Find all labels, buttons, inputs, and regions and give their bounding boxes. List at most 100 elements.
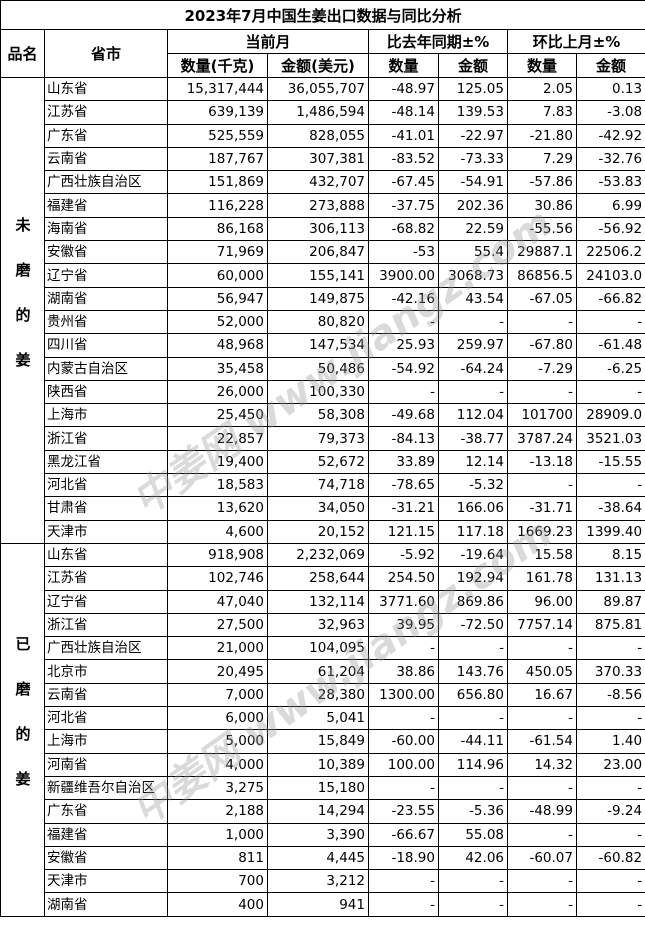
amount-usd-cell: 34,050 xyxy=(267,496,369,521)
yoy-amount-cell: -5.36 xyxy=(438,799,508,824)
table-row: 江苏省 639,139 1,486,594 -48.14 139.53 7.83 -3.08 xyxy=(1,100,645,125)
amount-usd-cell: 1,486,594 xyxy=(267,100,369,125)
qty-kg-cell: 35,458 xyxy=(167,356,268,381)
ginger-export-table: 2023年7月中国生姜出口数据与同比分析 品名 省市 当前月 比去年同期±% 环… xyxy=(0,0,645,917)
mom-qty-cell: 161.78 xyxy=(507,566,577,591)
amount-usd-cell: 432,707 xyxy=(267,170,369,195)
header-yoy: 比去年同期±% xyxy=(368,29,508,54)
yoy-amount-cell: 192.94 xyxy=(438,566,508,591)
amount-usd-cell: 36,055,707 xyxy=(267,76,369,102)
amount-usd-cell: 2,232,069 xyxy=(267,542,369,568)
province-cell: 贵州省 xyxy=(44,309,168,335)
amount-usd-cell: 3,390 xyxy=(267,822,369,847)
amount-usd-cell: 28,380 xyxy=(267,682,369,708)
mom-qty-cell: 16.67 xyxy=(507,682,577,708)
yoy-qty-cell: - xyxy=(368,379,439,405)
qty-kg-cell: 20,495 xyxy=(167,659,268,684)
mom-amount-cell: - xyxy=(575,309,645,335)
yoy-amount-cell: 166.06 xyxy=(438,496,508,521)
mom-amount-cell: 28909.0 xyxy=(575,403,645,428)
mom-amount-cell: -61.48 xyxy=(575,333,645,358)
yoy-qty-cell: 100.00 xyxy=(368,752,439,777)
mom-amount-cell: 0.13 xyxy=(575,76,645,102)
table-title: 2023年7月中国生姜出口数据与同比分析 xyxy=(0,0,645,30)
table-row: 广西壮族自治区 151,869 432,707 -67.45 -54.91 -57.86-… xyxy=(1,170,645,195)
mom-qty-cell: - xyxy=(507,473,577,498)
category-cell: 已磨的姜 xyxy=(0,542,45,917)
qty-kg-cell: 4,600 xyxy=(167,519,268,544)
yoy-amount-cell: - xyxy=(438,869,508,894)
province-cell: 广东省 xyxy=(44,123,168,148)
table-row: 河南省 4,000 10,389 100.00 114.96 14.32 23.00 xyxy=(1,752,645,777)
yoy-amount-cell: -64.24 xyxy=(438,356,508,381)
mom-qty-cell: - xyxy=(507,869,577,894)
province-cell: 山东省 xyxy=(44,542,168,568)
mom-qty-cell: 30.86 xyxy=(507,193,577,218)
province-cell: 新疆维吾尔自治区 xyxy=(44,775,168,801)
table-row: 广东省 2,188 14,294 -23.55 -5.36 -48.99 -9.24 xyxy=(1,799,645,824)
amount-usd-cell: 52,672 xyxy=(267,449,369,475)
yoy-qty-cell: -41.01 xyxy=(368,123,439,148)
table-row: 上海市 5,000 15,849 -60.00 -44.11 -61.54 1.40 xyxy=(1,729,645,754)
yoy-qty-cell: -48.97 xyxy=(368,76,439,102)
mom-qty-cell: -55.56 xyxy=(507,216,577,242)
province-cell: 海南省 xyxy=(44,216,168,242)
table-row: 甘肃省 13,620 34,050 -31.21 166.06 -31.71 -38.64 xyxy=(1,496,645,521)
yoy-amount-cell: -54.91 xyxy=(438,170,508,195)
mom-qty-cell: -67.80 xyxy=(507,333,577,358)
mom-qty-cell: -61.54 xyxy=(507,729,577,754)
yoy-amount-cell: 55.08 xyxy=(438,822,508,847)
mom-qty-cell: 96.00 xyxy=(507,589,577,614)
mom-qty-cell: - xyxy=(507,706,577,731)
yoy-amount-cell: -38.77 xyxy=(438,426,508,451)
province-cell: 陕西省 xyxy=(44,379,168,405)
qty-kg-cell: 19,400 xyxy=(167,449,268,475)
yoy-amount-cell: 55.4 xyxy=(438,240,508,265)
mom-amount-cell: - xyxy=(575,822,645,847)
mom-qty-cell: -31.71 xyxy=(507,496,577,521)
yoy-qty-cell: -37.75 xyxy=(368,193,439,218)
mom-qty-cell: -57.86 xyxy=(507,170,577,195)
amount-usd-cell: 61,204 xyxy=(267,659,369,684)
province-cell: 江苏省 xyxy=(44,566,168,591)
province-cell: 北京市 xyxy=(44,659,168,684)
yoy-qty-cell: - xyxy=(368,706,439,731)
table-row: 新疆维吾尔自治区 3,275 15,180- - - - xyxy=(1,775,645,801)
mom-qty-cell: -48.99 xyxy=(507,799,577,824)
table-row: 广东省 525,559 828,055 -41.01 -22.97 -21.80 -42.9… xyxy=(1,123,645,148)
header-province: 省市 xyxy=(44,29,168,78)
mom-amount-cell: 8.15 xyxy=(575,542,645,568)
yoy-amount-cell: 3068.73 xyxy=(438,263,508,288)
table-row: 湖南省 400 941- - - - xyxy=(1,892,645,917)
table-row: 湖南省 56,947 149,875 -42.16 43.54 -67.05 -66.82 xyxy=(1,286,645,311)
province-cell: 福建省 xyxy=(44,193,168,218)
yoy-amount-cell: 259.97 xyxy=(438,333,508,358)
mom-amount-cell: - xyxy=(575,892,645,917)
header-yoy-amount: 金额 xyxy=(438,53,508,78)
yoy-qty-cell: 3771.60 xyxy=(368,589,439,614)
qty-kg-cell: 102,746 xyxy=(167,566,268,591)
table-row: 云南省 187,767 307,381 -83.52 -73.33 7.29 -32.76 xyxy=(1,146,645,172)
province-cell: 安徽省 xyxy=(44,845,168,871)
amount-usd-cell: 15,849 xyxy=(267,729,369,754)
yoy-qty-cell: -78.65 xyxy=(368,473,439,498)
yoy-qty-cell: -49.68 xyxy=(368,403,439,428)
province-cell: 上海市 xyxy=(44,403,168,428)
yoy-amount-cell: - xyxy=(438,309,508,335)
qty-kg-cell: 1,000 xyxy=(167,822,268,847)
yoy-amount-cell: -72.50 xyxy=(438,612,508,638)
mom-amount-cell: -53.83 xyxy=(575,170,645,195)
amount-usd-cell: 3,212 xyxy=(267,869,369,894)
yoy-amount-cell: 656.80 xyxy=(438,682,508,708)
mom-amount-cell: - xyxy=(575,636,645,661)
yoy-amount-cell: -19.64 xyxy=(438,542,508,568)
yoy-qty-cell: 254.50 xyxy=(368,566,439,591)
province-cell: 天津市 xyxy=(44,869,168,894)
yoy-qty-cell: -5.92 xyxy=(368,542,439,568)
mom-amount-cell: -60.82 xyxy=(575,845,645,871)
yoy-qty-cell: 39.95 xyxy=(368,612,439,638)
mom-amount-cell: -42.92 xyxy=(575,123,645,148)
yoy-qty-cell: - xyxy=(368,636,439,661)
mom-amount-cell: 1.40 xyxy=(575,729,645,754)
amount-usd-cell: 258,644 xyxy=(267,566,369,591)
